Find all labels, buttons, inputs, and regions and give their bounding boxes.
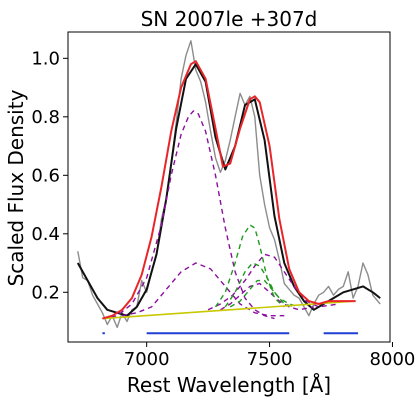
- x-tick-label: 7000: [124, 349, 170, 370]
- y-tick-label: 1.0: [31, 48, 60, 69]
- x-tick-label: 8000: [370, 349, 416, 370]
- plot-frame: [67, 31, 391, 343]
- y-tick-label: 0.8: [31, 107, 60, 128]
- fit-line: [102, 60, 356, 320]
- baseline-line: [102, 300, 356, 320]
- chart-title: SN 2007le +307d: [141, 7, 318, 31]
- y-axis-ticks: 0.2 0.4 0.6 0.8 1.0: [31, 48, 68, 303]
- plot-lines: [76, 40, 381, 329]
- raw-spectrum-line: [77, 40, 381, 329]
- x-tick-label: 7500: [247, 349, 293, 370]
- green-component-third: [229, 279, 300, 308]
- y-tick-label: 0.6: [31, 165, 60, 186]
- green-component-second: [224, 262, 295, 308]
- y-tick-label: 0.2: [31, 282, 60, 303]
- smoothed-spectrum-line: [76, 63, 381, 317]
- y-axis-label: Scaled Flux Density: [4, 89, 28, 286]
- y-tick-label: 0.4: [31, 224, 60, 245]
- purple-component-broad-3: [220, 282, 314, 311]
- x-axis-ticks: 7000 7500 8000: [124, 342, 416, 370]
- x-axis-label: Rest Wavelength [Å]: [127, 373, 331, 397]
- purple-component-broad-2: [207, 253, 339, 311]
- green-component-main: [214, 224, 285, 308]
- purple-component-broad-1: [121, 262, 285, 317]
- purple-component-main: [102, 110, 275, 320]
